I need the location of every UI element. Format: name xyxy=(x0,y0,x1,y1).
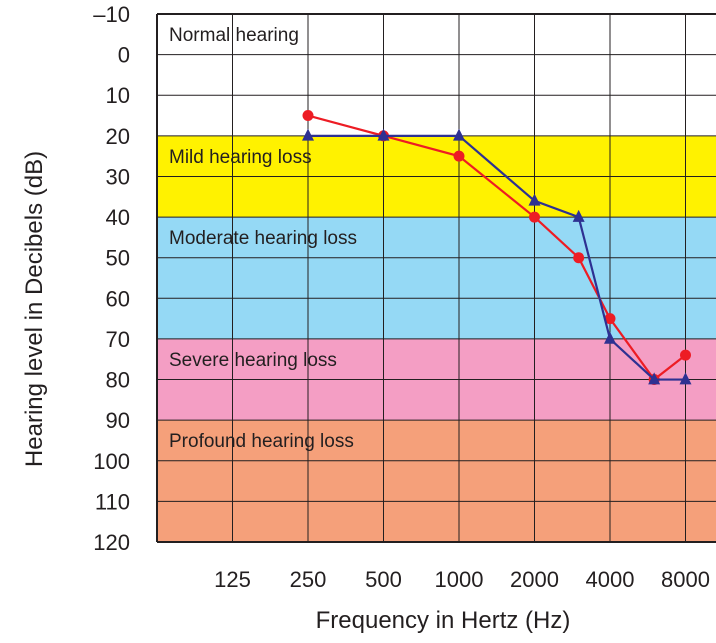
data-point-circle xyxy=(529,211,540,223)
y-tick-label: 50 xyxy=(106,246,130,271)
y-tick-label: 90 xyxy=(106,408,130,433)
y-tick-label: 70 xyxy=(106,327,130,352)
data-point-triangle xyxy=(528,193,541,206)
y-tick-label: 100 xyxy=(93,449,130,474)
data-point-circle xyxy=(302,110,314,122)
data-point-triangle xyxy=(377,128,390,141)
zone-label: Normal hearing xyxy=(169,25,299,46)
data-point-circle xyxy=(453,150,465,162)
data-point-triangle xyxy=(302,128,314,141)
zone-band xyxy=(157,217,716,339)
y-tick-label: 110 xyxy=(95,489,130,514)
series-line-triangle xyxy=(308,134,686,381)
x-tick-label: 500 xyxy=(365,567,402,592)
data-point-triangle xyxy=(604,331,616,344)
zone-label: Severe hearing loss xyxy=(169,350,337,371)
y-tick-label: 0 xyxy=(118,43,130,68)
y-tick-label: 10 xyxy=(106,83,130,108)
y-tick-label: 60 xyxy=(106,286,130,311)
data-point-circle xyxy=(573,252,585,264)
data-point-triangle xyxy=(572,209,585,222)
zone-label: Mild hearing loss xyxy=(169,147,312,168)
y-tick-labels: –10 0 10 20 30 40 50 60 70 80 90 100 110 120 xyxy=(93,2,130,555)
y-tick-label: 80 xyxy=(106,368,130,393)
x-axis-label: Frequency in Hertz (Hz) xyxy=(316,607,571,634)
y-axis-label: Hearing level in Decibels (dB) xyxy=(21,151,48,467)
data-point-triangle xyxy=(453,128,465,141)
x-tick-label: 250 xyxy=(290,567,327,592)
y-tick-label: 40 xyxy=(106,205,130,230)
y-tick-label: 120 xyxy=(93,530,130,555)
y-tick-label: 20 xyxy=(106,124,130,149)
y-tick-label: –10 xyxy=(93,2,130,27)
zone-band xyxy=(157,14,716,136)
hearing-zones xyxy=(157,14,716,542)
data-point-circle xyxy=(680,349,691,361)
data-point-circle xyxy=(604,313,616,325)
data-point-triangle xyxy=(679,372,692,385)
series-line-circle xyxy=(307,114,687,382)
x-tick-labels: 125 250 500 1000 2000 4000 8000 xyxy=(214,567,710,592)
x-tick-label: 4000 xyxy=(586,567,635,592)
zone-band xyxy=(157,420,716,542)
zone-label: Moderate hearing loss xyxy=(169,228,357,249)
series-layer xyxy=(302,110,692,386)
zone-labels: Normal hearing Mild hearing loss Moderate … xyxy=(169,25,357,452)
y-tick-label: 30 xyxy=(106,164,130,189)
x-tick-label: 2000 xyxy=(510,567,559,592)
x-tick-label: 125 xyxy=(214,567,251,592)
zone-label: Profound hearing loss xyxy=(169,431,354,452)
x-tick-label: 8000 xyxy=(661,567,710,592)
data-point-triangle xyxy=(648,372,661,385)
x-tick-label: 1000 xyxy=(435,567,484,592)
plot-frame xyxy=(156,13,716,543)
